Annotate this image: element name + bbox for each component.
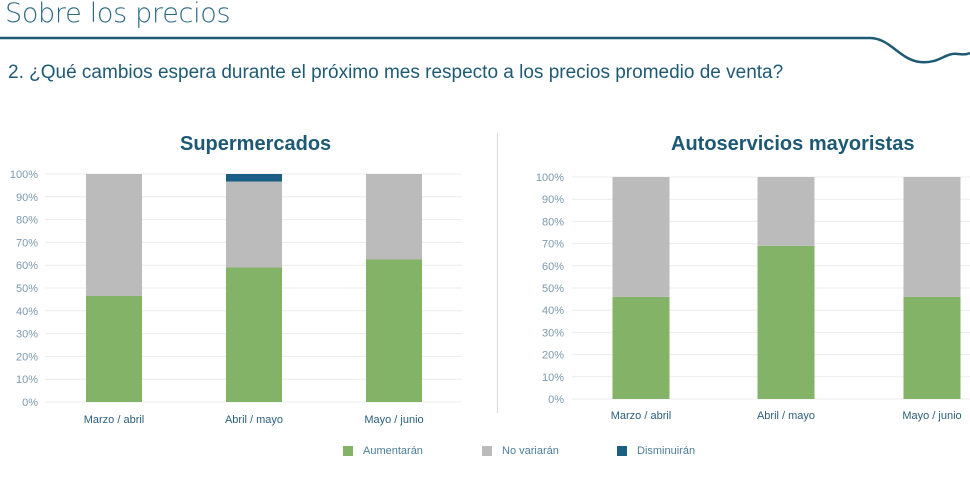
bar-segment-aumentarn xyxy=(612,296,670,399)
y-tick-label: 90% xyxy=(16,192,38,204)
y-tick-label: 30% xyxy=(16,329,38,341)
y-tick-label: 70% xyxy=(16,237,38,249)
chart-divider xyxy=(497,133,498,413)
legend-label: No variarán xyxy=(502,445,559,457)
bar-segment-aumentarn xyxy=(366,259,422,402)
legend-swatch-no-variaran xyxy=(482,446,492,456)
y-tick-label: 100% xyxy=(10,169,38,181)
legend-item-disminuiran: Disminuirán xyxy=(617,445,695,457)
bar-segment-novariarn xyxy=(903,177,961,297)
x-tick-label: Abril / mayo xyxy=(757,410,815,422)
bar-segment-novariarn xyxy=(226,181,282,268)
legend-label: Aumentarán xyxy=(363,445,423,457)
survey-question: 2. ¿Qué cambios espera durante el próxim… xyxy=(8,62,784,83)
page-title: Sobre los precios xyxy=(5,0,231,29)
y-tick-label: 40% xyxy=(542,305,564,317)
y-tick-label: 70% xyxy=(542,239,564,251)
x-tick-label: Mayo / junio xyxy=(902,410,961,422)
legend-swatch-disminuiran xyxy=(617,446,627,456)
y-tick-label: 20% xyxy=(542,350,564,362)
y-tick-label: 30% xyxy=(542,327,564,339)
legend-label: Disminuirán xyxy=(637,445,696,457)
legend-item-aumentaran: Aumentarán xyxy=(343,445,423,457)
y-tick-label: 0% xyxy=(22,397,38,409)
legend-item-no-variaran: No variarán xyxy=(482,445,559,457)
bar-segment-novariarn xyxy=(612,177,670,297)
x-tick-label: Marzo / abril xyxy=(84,414,145,426)
bar-segment-aumentarn xyxy=(757,245,815,399)
bar-segment-aumentarn xyxy=(226,267,282,402)
bar-segment-disminuirn xyxy=(226,174,282,182)
y-tick-label: 50% xyxy=(542,283,564,295)
legend: Aumentarán No variarán Disminuirán xyxy=(0,445,970,465)
y-tick-label: 60% xyxy=(542,261,564,273)
chart-title-supermercados: Supermercados xyxy=(180,133,332,155)
legend-swatch-aumentaran xyxy=(343,446,353,456)
y-tick-label: 40% xyxy=(16,306,38,318)
y-tick-label: 50% xyxy=(16,283,38,295)
header-wave-divider xyxy=(0,36,970,64)
chart-title-autoservicios: Autoservicios mayoristas xyxy=(671,133,915,155)
y-tick-label: 10% xyxy=(16,374,38,386)
y-tick-label: 20% xyxy=(16,351,38,363)
x-tick-label: Mayo / junio xyxy=(364,414,423,426)
y-tick-label: 80% xyxy=(542,216,564,228)
y-tick-label: 60% xyxy=(16,260,38,272)
x-tick-label: Marzo / abril xyxy=(611,410,672,422)
y-tick-label: 10% xyxy=(542,372,564,384)
y-tick-label: 0% xyxy=(548,394,564,406)
bar-segment-novariarn xyxy=(757,177,815,246)
bar-segment-aumentarn xyxy=(86,295,142,402)
bar-segment-novariarn xyxy=(366,174,422,260)
y-tick-label: 90% xyxy=(542,194,564,206)
y-tick-label: 100% xyxy=(536,172,564,184)
x-tick-label: Abril / mayo xyxy=(225,414,283,426)
bar-segment-aumentarn xyxy=(903,296,961,399)
y-tick-label: 80% xyxy=(16,215,38,227)
bar-segment-novariarn xyxy=(86,174,142,296)
